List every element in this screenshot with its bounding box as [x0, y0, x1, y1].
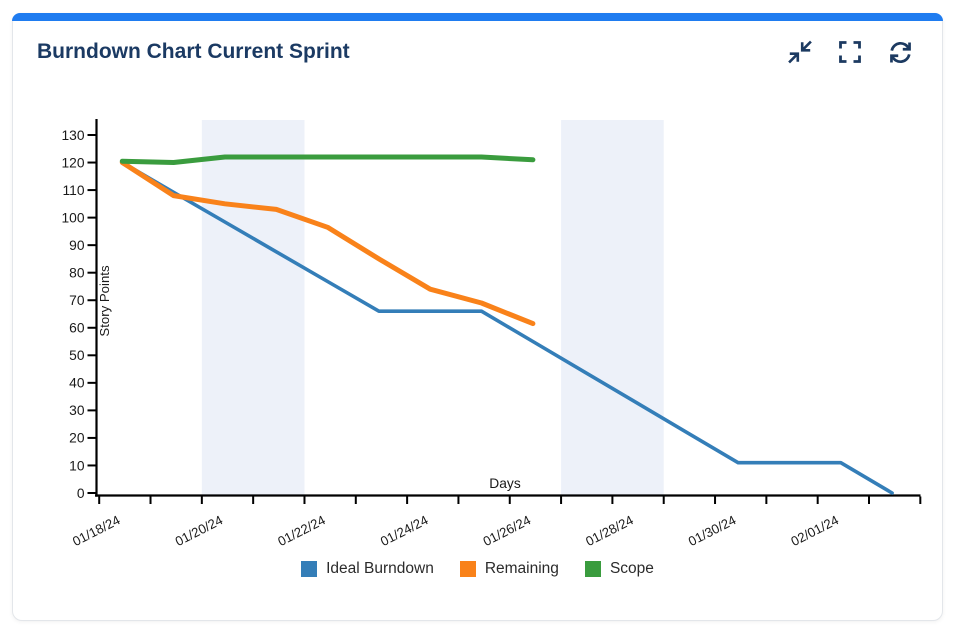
legend-swatch-scope: [584, 561, 601, 577]
x-tick-label: 01/28/24: [583, 512, 636, 549]
y-tick-label: 100: [61, 210, 84, 225]
weekend-band: [201, 120, 305, 496]
collapse-icon[interactable]: [786, 38, 814, 66]
card-header: Burndown Chart Current Sprint: [13, 22, 942, 82]
y-tick-label: 70: [69, 293, 85, 308]
y-tick-label: 110: [63, 183, 85, 198]
x-tick-label: 01/30/24: [686, 512, 739, 549]
legend-label: Remaining: [484, 560, 559, 577]
y-tick-label: 120: [61, 155, 84, 170]
y-tick-label: 90: [69, 238, 85, 253]
series-line-remaining: [119, 160, 536, 327]
y-tick-label: 50: [69, 348, 85, 363]
legend-swatch-remaining: [459, 561, 476, 577]
y-tick-label: 60: [69, 321, 85, 336]
y-tick-label: 0: [77, 486, 85, 501]
x-tick-label: 01/26/24: [481, 512, 534, 549]
series-line-scope: [119, 154, 536, 165]
card-accent-strip: [12, 13, 943, 21]
chart-legend: Ideal Burndown Remaining Scope: [13, 560, 942, 578]
header-toolbar: [786, 38, 914, 66]
weekend-band: [561, 120, 664, 496]
burndown-widget-card: Burndown Chart Current Sprint: [12, 13, 943, 621]
legend-label: Scope: [609, 560, 654, 577]
x-tick-label: 02/01/24: [788, 512, 841, 549]
legend-swatch-ideal-burndown: [301, 561, 318, 577]
y-tick-label: 130: [61, 128, 84, 143]
y-tick-label: 30: [69, 403, 85, 418]
y-tick-label: 80: [69, 265, 85, 280]
x-tick-label: 01/20/24: [173, 512, 226, 549]
legend-item-scope[interactable]: Scope: [584, 560, 654, 578]
legend-item-ideal-burndown[interactable]: Ideal Burndown: [301, 560, 434, 578]
x-axis-title: Days: [489, 476, 521, 491]
legend-item-remaining[interactable]: Remaining: [459, 560, 559, 578]
page-title: Burndown Chart Current Sprint: [37, 40, 350, 63]
x-tick-label: 01/24/24: [378, 512, 431, 549]
y-tick-label: 40: [69, 376, 85, 391]
y-axis-title: Story Points: [97, 265, 112, 337]
legend-label: Ideal Burndown: [326, 560, 434, 577]
x-tick-label: 01/18/24: [70, 512, 123, 549]
fullscreen-icon[interactable]: [836, 38, 864, 66]
refresh-icon[interactable]: [886, 38, 914, 66]
y-tick-label: 20: [69, 431, 85, 446]
y-tick-label: 10: [69, 458, 85, 473]
series-line-ideal-burndown: [120, 160, 894, 495]
x-tick-label: 01/22/24: [275, 512, 328, 549]
